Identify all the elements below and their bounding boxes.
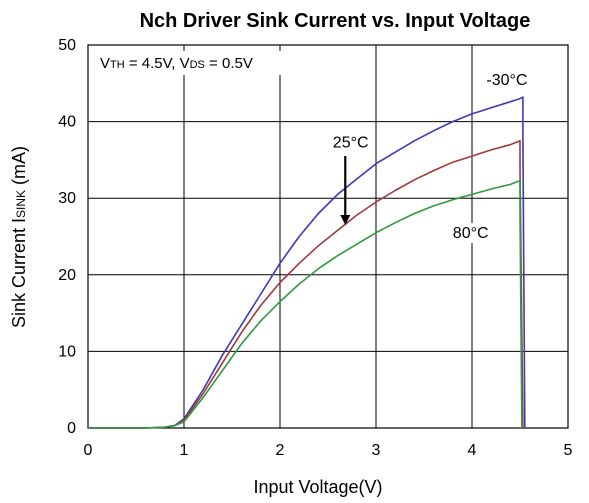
series-line [88,179,523,429]
y-tick-label: 40 [58,114,76,131]
curve-label-bg [483,69,535,90]
x-tick-label: 3 [372,442,381,459]
y-tick-label: 50 [58,37,76,54]
y-axis-label: Sink Current ISINK (mA) [9,146,29,328]
x-axis-label: Input Voltage(V) [253,477,382,497]
curve-label: 25°C [333,135,369,152]
condition-box [96,51,312,75]
curve-labels: -30°C 25°C 80°C [329,69,535,244]
x-axis-ticks: 0 1 2 3 4 5 [84,442,573,459]
x-tick-label: 0 [84,442,93,459]
y-axis-ticks: 0 10 20 30 40 50 [58,37,76,437]
curve-label: 80°C [453,225,489,242]
series-line [88,140,524,429]
curve-label: -30°C [486,72,527,89]
annotation-arrow [340,156,351,226]
x-tick-label: 4 [468,442,477,459]
series-lines [88,96,526,429]
x-tick-label: 5 [564,442,573,459]
y-tick-label: 0 [67,420,76,437]
curve-label-bg [449,223,492,244]
series-line [88,96,526,429]
arrow-head [340,215,351,226]
x-tick-label: 2 [276,442,285,459]
condition-text: VTH = 4.5V, VDS = 0.5V [100,55,253,72]
plot-frame [87,44,569,429]
grid [88,45,568,428]
curve-label-bg [329,132,372,153]
chart-title: Nch Driver Sink Current vs. Input Voltag… [140,10,531,32]
y-tick-label: 30 [58,190,76,207]
y-tick-label: 20 [58,267,76,284]
y-tick-label: 10 [58,343,76,360]
x-tick-label: 1 [180,442,189,459]
